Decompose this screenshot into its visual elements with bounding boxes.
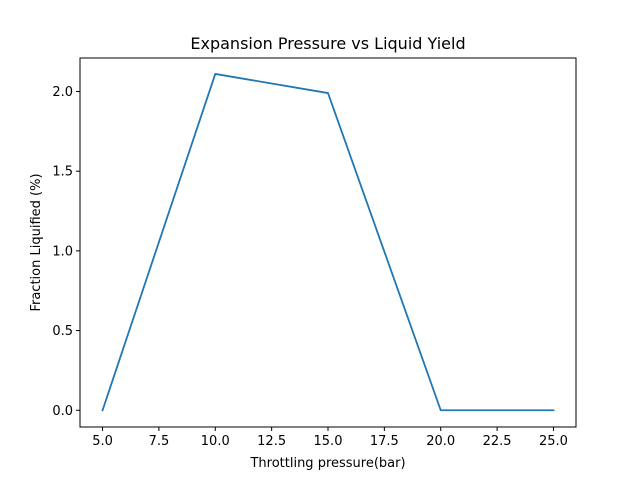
x-tick-label: 7.5 <box>149 434 170 449</box>
y-axis: 0.0 0.5 1.0 1.5 2.0 <box>52 85 80 419</box>
y-tick-label: 0.5 <box>52 324 73 339</box>
y-tick-label: 2.0 <box>52 85 73 100</box>
y-tick-label: 0.0 <box>52 404 73 419</box>
x-tick-label: 12.5 <box>257 434 286 449</box>
x-tick-label: 25.0 <box>539 434 568 449</box>
y-axis-label: Fraction Liquified (%) <box>29 173 44 311</box>
x-tick-label: 22.5 <box>483 434 512 449</box>
x-axis: 5.0 7.5 10.0 12.5 15.0 17.5 20.0 22.5 25.0 <box>92 427 568 449</box>
x-tick-label: 17.5 <box>370 434 399 449</box>
plot-area <box>80 58 576 427</box>
x-tick-label: 5.0 <box>92 434 113 449</box>
chart-title: Expansion Pressure vs Liquid Yield <box>190 34 465 53</box>
series-line <box>101 73 555 412</box>
y-tick-label: 1.0 <box>52 244 73 259</box>
x-tick-label: 20.0 <box>426 434 455 449</box>
x-tick-label: 10.0 <box>201 434 230 449</box>
series-layer <box>101 73 555 412</box>
y-tick-label: 1.5 <box>52 165 73 180</box>
x-axis-label: Throttling pressure(bar) <box>249 456 405 471</box>
x-tick-label: 15.0 <box>314 434 343 449</box>
